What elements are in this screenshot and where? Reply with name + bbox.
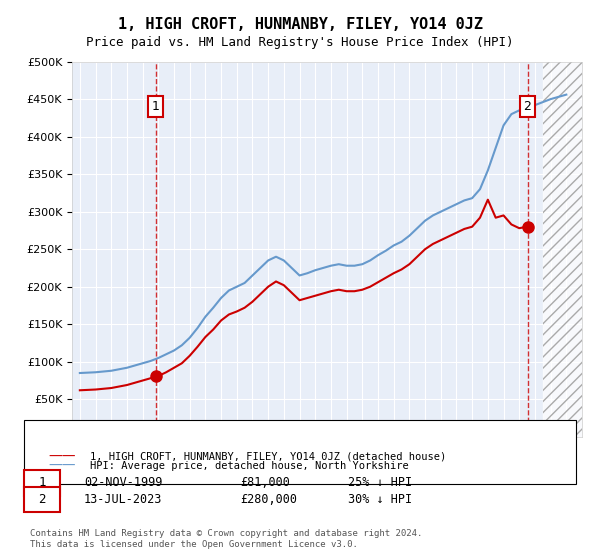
Bar (543, 62, 598, 437)
Text: 1, HIGH CROFT, HUNMANBY, FILEY, YO14 0JZ (detached house): 1, HIGH CROFT, HUNMANBY, FILEY, YO14 0JZ… (90, 451, 446, 461)
Text: 13-JUL-2023: 13-JUL-2023 (84, 493, 163, 506)
Text: 2: 2 (38, 493, 46, 506)
Text: HPI: Average price, detached house, North Yorkshire: HPI: Average price, detached house, Nort… (90, 461, 409, 471)
Text: 1: 1 (38, 476, 46, 489)
Text: 2: 2 (524, 100, 532, 113)
Text: ——: —— (48, 459, 76, 473)
Text: 1: 1 (152, 100, 160, 113)
Text: 02-NOV-1999: 02-NOV-1999 (84, 476, 163, 489)
Text: £280,000: £280,000 (240, 493, 297, 506)
Text: Contains HM Land Registry data © Crown copyright and database right 2024.
This d: Contains HM Land Registry data © Crown c… (30, 529, 422, 549)
Bar (543, 62, 598, 437)
Text: 1, HIGH CROFT, HUNMANBY, FILEY, YO14 0JZ: 1, HIGH CROFT, HUNMANBY, FILEY, YO14 0JZ (118, 17, 482, 32)
Text: 30% ↓ HPI: 30% ↓ HPI (348, 493, 412, 506)
Text: ——: —— (48, 449, 76, 464)
Text: Price paid vs. HM Land Registry's House Price Index (HPI): Price paid vs. HM Land Registry's House … (86, 36, 514, 49)
Text: £81,000: £81,000 (240, 476, 290, 489)
Text: 25% ↓ HPI: 25% ↓ HPI (348, 476, 412, 489)
